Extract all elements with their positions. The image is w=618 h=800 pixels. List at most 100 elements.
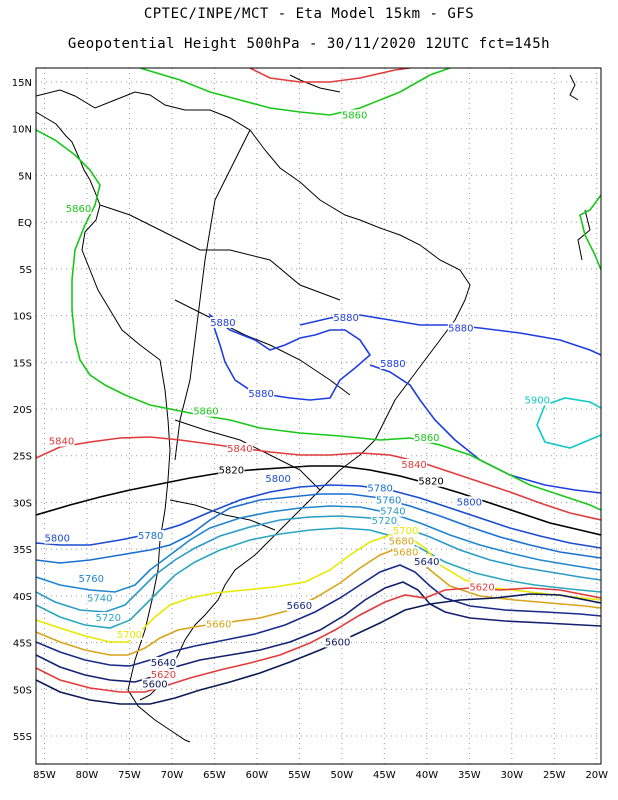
contour-label: 5840 [49, 437, 74, 448]
contour-label: 5760 [376, 495, 401, 506]
contour-5860-west [36, 129, 601, 511]
contour-5640 [36, 581, 601, 683]
lat-tick-label: 50S [13, 685, 32, 696]
contour-label-bg [469, 581, 496, 593]
contour-label-bg [388, 535, 415, 547]
lon-tick-label: 60W [246, 770, 269, 781]
contour-label: 5660 [287, 601, 312, 612]
contour-label-bg [413, 556, 440, 568]
contour-label: 5860 [66, 204, 91, 215]
lon-tick-label: 25W [543, 770, 566, 781]
contour-label: 5660 [206, 620, 231, 631]
lon-tick-label: 85W [33, 770, 56, 781]
lat-tick-label: 40S [13, 592, 32, 603]
contour-label: 5640 [414, 557, 439, 568]
contour-label: 5740 [87, 594, 112, 605]
contour-5820 [36, 465, 601, 536]
contour-5720 [36, 527, 601, 629]
contour-label: 5880 [210, 318, 235, 329]
contour-label-bg [137, 529, 164, 541]
contour-label: 5680 [389, 537, 414, 548]
contour-label: 5600 [142, 679, 167, 690]
contour-5680 [36, 547, 601, 656]
lat-tick-label: 20S [13, 405, 32, 416]
contour-label: 5780 [367, 483, 392, 494]
contour-label-bg [418, 475, 445, 487]
contour-label-bg [413, 431, 440, 443]
lat-tick-label: 15S [13, 358, 32, 369]
plot-frame [35, 67, 602, 765]
contour-label-bg [48, 435, 75, 447]
contour-5600 [36, 593, 601, 705]
contour-label: 5800 [45, 534, 70, 545]
contour-label: 5820 [219, 466, 244, 477]
lat-tick-label: EQ [18, 218, 32, 229]
contour-label-bg [44, 532, 71, 544]
contour-label: 5840 [401, 460, 426, 471]
lon-tick-label: 40W [416, 770, 439, 781]
contour-label-bg [333, 312, 360, 324]
contour-5840 [36, 436, 601, 521]
contour-label: 5860 [342, 111, 367, 122]
lat-tick-label: 5N [18, 171, 32, 182]
contour-label: 5720 [95, 613, 120, 624]
contour-5900 [536, 397, 601, 449]
contour-label: 5640 [151, 658, 176, 669]
lat-tick-label: 10S [13, 312, 32, 323]
contour-label-bg [392, 525, 419, 537]
lon-tick-label: 35W [458, 770, 481, 781]
lon-tick-label: 30W [500, 770, 523, 781]
contour-5840-north [249, 68, 411, 83]
lon-tick-label: 20W [585, 770, 608, 781]
contour-5660 [36, 564, 601, 667]
contour-label: 5780 [138, 531, 163, 542]
contour-label-bg [341, 109, 368, 121]
contour-label: 5800 [457, 497, 482, 508]
contour-5740 [36, 515, 601, 613]
lon-tick-label: 80W [76, 770, 99, 781]
contour-label-bg [379, 505, 406, 517]
contour-label: 5720 [372, 516, 397, 527]
contour-label: 5600 [325, 637, 350, 648]
contour-label-bg [286, 599, 313, 611]
lon-tick-label: 65W [203, 770, 226, 781]
lat-tick-label: 10N [12, 125, 32, 136]
axis-ticks: 15N 10N 5N EQ 5S 10S 15S 20S 25S 30S 35S 40S 45S 50S 5… [12, 78, 608, 781]
contour-label-bg [524, 394, 551, 406]
contour-label: 5700 [117, 630, 142, 641]
contour-5860-east [579, 194, 601, 271]
contour-5780 [36, 493, 601, 564]
contour-5800 [36, 484, 601, 549]
contour-label-bg [367, 482, 394, 494]
contour-label-bg [192, 405, 219, 417]
contour-label-bg [392, 546, 419, 558]
contour-label-bg [65, 202, 92, 214]
contour-label: 5620 [469, 582, 494, 593]
contour-5700 [36, 534, 601, 643]
contour-label: 5800 [265, 474, 290, 485]
contour-label: 5860 [414, 433, 439, 444]
contour-label-bg [95, 612, 122, 624]
lat-tick-label: 25S [13, 452, 32, 463]
contour-label-bg [141, 678, 168, 690]
contour-5860-north [139, 68, 451, 116]
contour-label-bg [375, 494, 402, 506]
chart-subtitle: Geopotential Height 500hPa - 30/11/2020 … [67, 36, 551, 52]
lon-tick-label: 55W [288, 770, 311, 781]
contour-label-bg [371, 514, 398, 526]
contour-label-bg [379, 358, 406, 370]
contour-label: 5680 [393, 548, 418, 559]
chart-title: CPTEC/INPE/MCT - Eta Model 15km - GFS [143, 6, 475, 22]
contour-label: 5880 [448, 324, 473, 335]
contour-label: 5760 [78, 574, 103, 585]
lat-tick-label: 30S [13, 498, 32, 509]
contour-label: 5820 [418, 477, 443, 488]
contour-label-bg [150, 656, 177, 668]
contour-label-bg [324, 636, 351, 648]
contour-5880-south [369, 364, 601, 494]
contour-label-bg [86, 592, 113, 604]
contour-label-bg [456, 496, 483, 508]
contour-label-bg [226, 443, 253, 455]
contour-label-bg [447, 322, 474, 334]
